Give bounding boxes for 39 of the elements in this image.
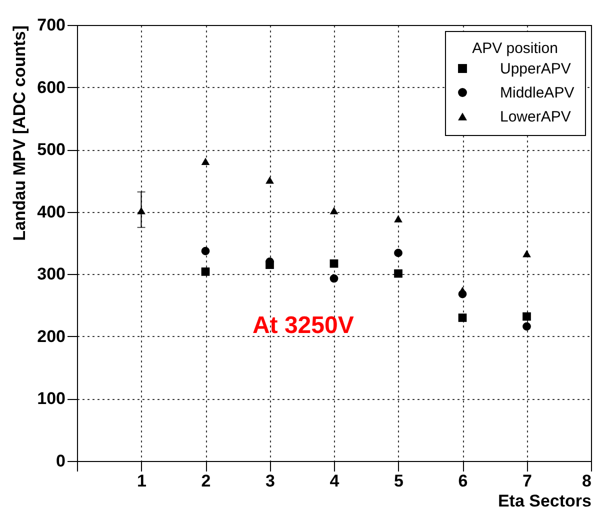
point <box>201 267 210 276</box>
point <box>330 259 338 268</box>
x-tick-label: 5 <box>394 472 404 490</box>
y-tick-label: 700 <box>37 16 66 34</box>
x-tick-label: 3 <box>266 472 275 490</box>
y-tick-label: 300 <box>37 264 66 284</box>
y-tick-label: 0 <box>56 452 66 470</box>
point <box>458 314 467 322</box>
legend-label: UpperAPV <box>500 60 571 78</box>
y-tick-label: 600 <box>37 78 66 97</box>
point <box>137 206 146 214</box>
y-tick-label: 100 <box>37 389 66 408</box>
point <box>522 322 531 331</box>
annotation: At 3250V <box>252 312 354 339</box>
point <box>266 176 274 184</box>
point <box>394 215 402 222</box>
point <box>201 158 210 166</box>
x-tick-label: 7 <box>522 472 532 490</box>
legend-title: APV position <box>472 40 558 57</box>
x-tick-label: 8 <box>582 472 592 490</box>
y-tick-label: 400 <box>37 202 66 222</box>
y-axis-title: Landau MPV [ADC counts] <box>10 26 30 241</box>
legend-label: MiddleAPV <box>500 84 574 102</box>
x-tick-label: 6 <box>458 472 468 490</box>
y-tick-label: 200 <box>37 326 66 346</box>
point <box>458 286 467 294</box>
x-tick-label: 4 <box>330 472 340 490</box>
point <box>330 206 338 214</box>
x-tick-label: 2 <box>201 472 211 490</box>
point <box>522 312 531 321</box>
point <box>201 246 210 256</box>
x-tick-label: 1 <box>137 472 146 490</box>
legend-label: LowerAPV <box>500 108 571 126</box>
point <box>522 250 531 258</box>
point <box>330 274 338 283</box>
x-axis-title: Eta Sectors <box>498 492 592 510</box>
y-tick-label: 500 <box>37 140 66 160</box>
point <box>394 269 402 278</box>
point <box>394 248 402 258</box>
